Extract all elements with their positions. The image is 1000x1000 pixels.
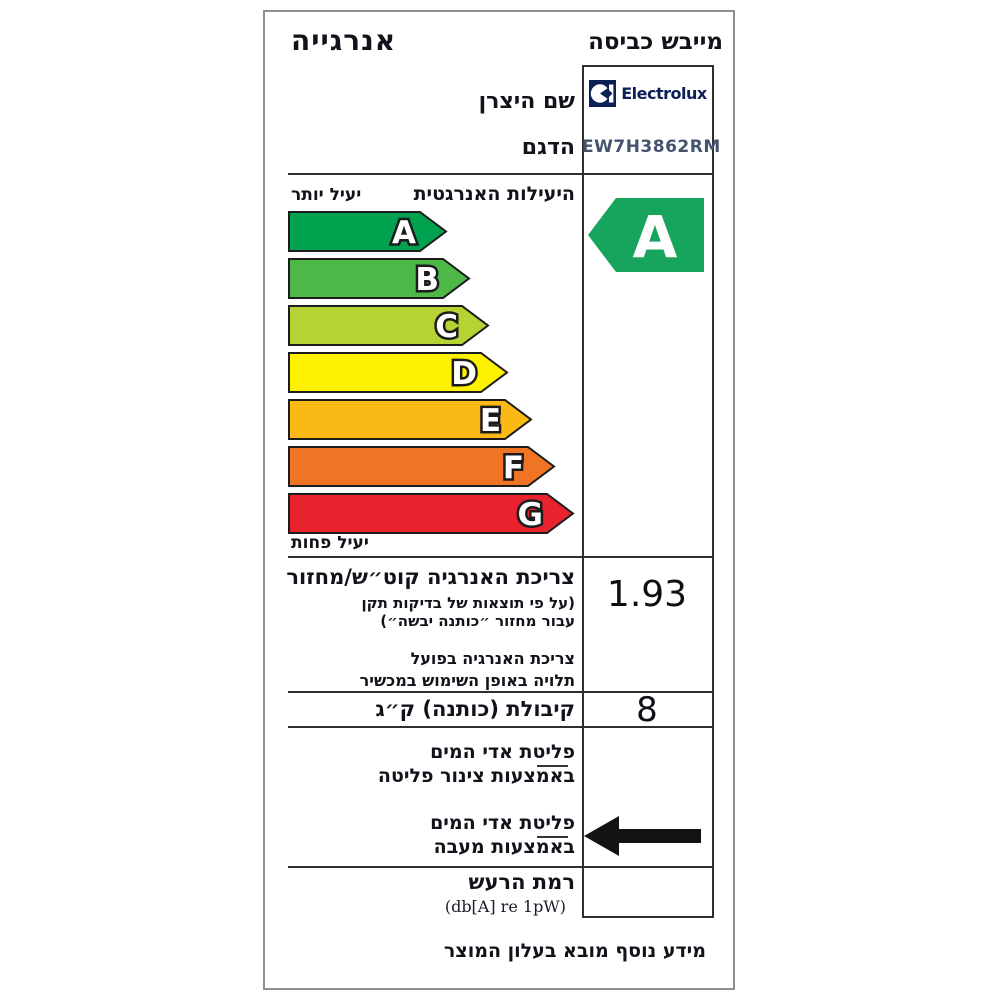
vapor-pipe-line2: באמצעות צינור פליטה bbox=[377, 764, 575, 787]
energy-consumption-block: צריכת האנרגיה קוט״ש/מחזור (על פי תוצאות … bbox=[286, 567, 575, 691]
less-efficient-label: יעיל פחות bbox=[291, 533, 369, 553]
energy-consumption-label: צריכת האנרגיה קוט״ש/מחזור bbox=[286, 565, 575, 589]
efficiency-bar-G bbox=[288, 493, 575, 534]
separator-energy bbox=[288, 691, 714, 693]
efficiency-bar-C bbox=[288, 305, 490, 346]
rating-arrow-shape bbox=[588, 198, 704, 272]
condenser-indicator-arrow-icon bbox=[584, 816, 701, 856]
rating-arrow: A bbox=[588, 198, 704, 272]
noise-level-label: רמת הרעש bbox=[468, 870, 575, 894]
separator-vapor bbox=[288, 866, 714, 868]
vapor-pipe-block: פליטת אדי המים באמצעות צינור פליטה bbox=[378, 741, 575, 789]
energy-title: אנרגייה bbox=[291, 24, 397, 57]
energy-consumption-sub1: (על פי תוצאות של בדיקות תקן bbox=[361, 594, 575, 612]
separator-brand bbox=[288, 173, 714, 175]
noise-level-unit: (db[A] re 1pW) bbox=[444, 897, 566, 916]
brand-logo: Electrolux bbox=[586, 80, 710, 107]
energy-consumption-value: 1.93 bbox=[606, 574, 688, 615]
efficiency-bar-letter-A: A bbox=[392, 215, 416, 251]
energy-consumption-note2: תלויה באופן השימוש במכשיר bbox=[359, 670, 575, 690]
efficiency-bar-letter-G: G bbox=[518, 497, 543, 533]
efficiency-bar-E bbox=[288, 399, 533, 440]
vapor-pipe-line1: פליטת אדי המים bbox=[430, 741, 575, 763]
brand-wordmark: Electrolux bbox=[621, 84, 707, 103]
efficiency-bar-B bbox=[288, 258, 471, 299]
electrolux-logo-icon bbox=[589, 80, 617, 107]
more-efficient-label: יעיל יותר bbox=[291, 185, 362, 205]
efficiency-bar-A bbox=[288, 211, 448, 252]
separator-efficiency bbox=[288, 556, 714, 558]
model-label: הדגם bbox=[521, 135, 575, 160]
efficiency-bar-F bbox=[288, 446, 556, 487]
energy-consumption-sub2: עבור מחזור ״כותנה יבשה״) bbox=[380, 612, 575, 630]
vapor-condenser-blank-line bbox=[537, 836, 568, 838]
right-edge-line bbox=[712, 65, 714, 918]
vapor-pipe-blank-line bbox=[537, 765, 568, 767]
efficiency-bar-letter-F: F bbox=[503, 450, 524, 486]
efficiency-bar-D bbox=[288, 352, 509, 393]
capacity-value: 8 bbox=[636, 690, 658, 730]
vapor-condenser-line1: פליטת אדי המים bbox=[430, 812, 575, 834]
column-divider-line bbox=[582, 65, 584, 918]
footer-note: מידע נוסף מובא בעלון המוצר bbox=[443, 940, 706, 962]
vapor-condenser-line2: באמצעות מעבה bbox=[433, 835, 575, 858]
manufacturer-label: שם היצרן bbox=[478, 89, 575, 114]
brand-box-top-line bbox=[582, 65, 714, 67]
appliance-title: מייבש כביסה bbox=[588, 29, 723, 55]
energy-consumption-note1: צריכת האנרגיה בפועל bbox=[410, 649, 575, 668]
efficiency-section-label: היעילות האנרגטית bbox=[413, 183, 575, 205]
efficiency-bar-letter-B: B bbox=[415, 262, 439, 298]
vapor-condenser-block: פליטת אדי המים באמצעות מעבה bbox=[430, 812, 575, 860]
separator-capacity bbox=[288, 726, 714, 728]
capacity-label: קיבולת (כותנה) ק״ג bbox=[375, 697, 575, 721]
model-number: EW7H3862RM bbox=[582, 137, 721, 157]
noise-box-bottom-line bbox=[582, 916, 714, 918]
efficiency-bar-letter-C: C bbox=[435, 309, 458, 345]
efficiency-bar-letter-E: E bbox=[480, 403, 501, 439]
rating-letter: A bbox=[633, 203, 678, 271]
efficiency-bar-letter-D: D bbox=[451, 356, 477, 392]
